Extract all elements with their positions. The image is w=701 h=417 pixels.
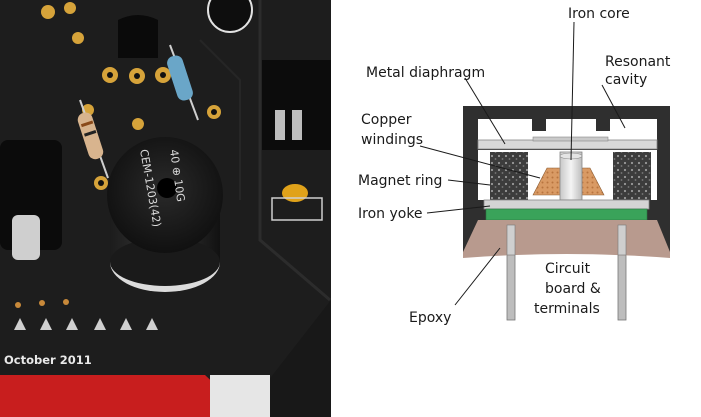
transistor bbox=[118, 15, 158, 58]
buzzer-cross-section: Iron core Resonant cavity Metal diaphrag… bbox=[331, 0, 701, 417]
metal-diaphragm bbox=[477, 139, 658, 150]
label-circuit-1: Circuit bbox=[545, 261, 591, 277]
resistor-blue bbox=[167, 44, 199, 121]
circuit-board bbox=[485, 208, 648, 221]
label-metal-diaphragm: Metal diaphragm bbox=[366, 65, 485, 81]
pcb-date-text: October 2011 bbox=[4, 353, 92, 367]
cross-section-svg: Iron core Resonant cavity Metal diaphrag… bbox=[358, 6, 671, 326]
capacitor bbox=[282, 184, 308, 202]
red-board-edge bbox=[0, 375, 250, 417]
magnet-ring-right bbox=[613, 152, 651, 200]
buzzer-photo: CEM-1203(42) 40 ⊕ 10G October 2011 bbox=[0, 0, 331, 417]
label-circuit-3: terminals bbox=[534, 301, 600, 317]
label-resonant-2: cavity bbox=[605, 72, 647, 88]
leader-lines bbox=[419, 21, 626, 306]
gold-pads bbox=[41, 2, 221, 190]
resistor-beige bbox=[77, 99, 109, 179]
label-circuit-2: board & bbox=[545, 281, 601, 297]
header-pins bbox=[14, 318, 158, 330]
iron-yoke bbox=[483, 199, 650, 210]
label-iron-yoke: Iron yoke bbox=[358, 206, 423, 222]
pcb-illustration: CEM-1203(42) 40 ⊕ 10G October 2011 bbox=[0, 0, 331, 417]
label-copper-1: Copper bbox=[361, 112, 412, 128]
label-magnet-ring: Magnet ring bbox=[358, 173, 442, 189]
magnet-ring-left bbox=[490, 152, 528, 200]
label-copper-2: windings bbox=[361, 132, 423, 148]
label-epoxy: Epoxy bbox=[409, 310, 451, 326]
buzzer: CEM-1203(42) 40 ⊕ 10G bbox=[107, 137, 223, 292]
resonant-cavity bbox=[478, 119, 657, 140]
label-iron-core: Iron core bbox=[568, 6, 630, 22]
label-resonant-1: Resonant bbox=[605, 54, 671, 70]
